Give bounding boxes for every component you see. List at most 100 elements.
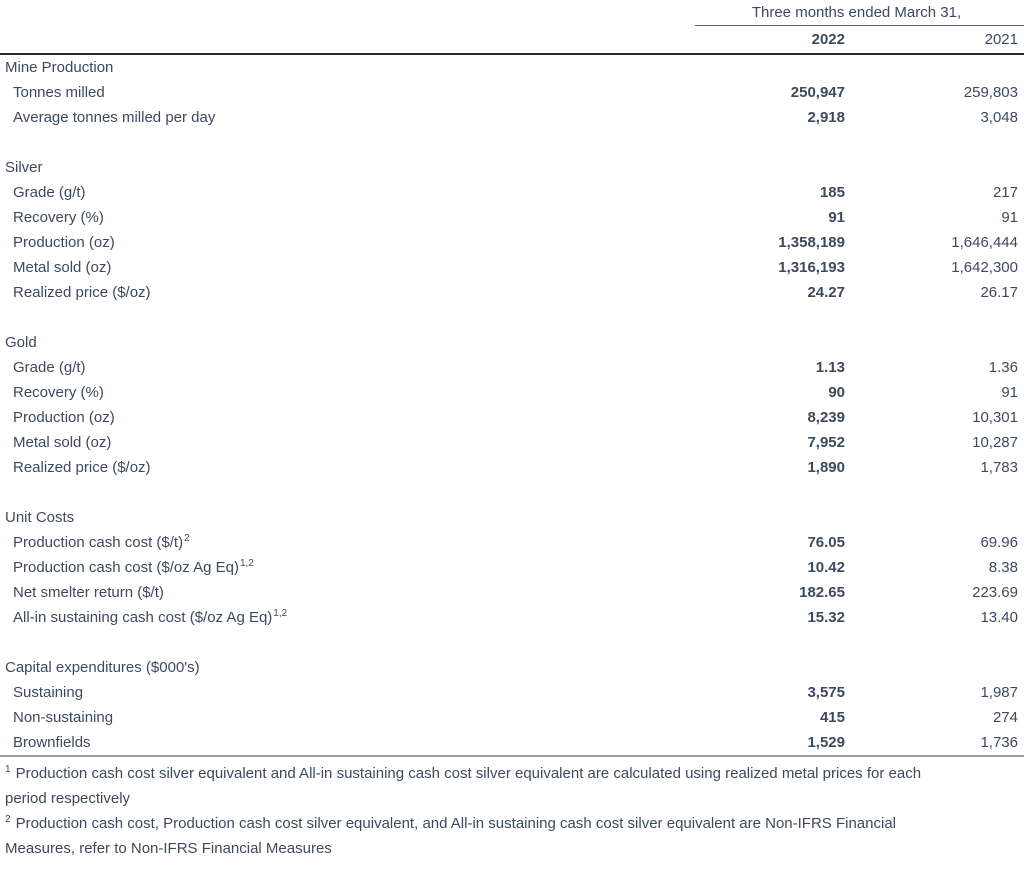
table-row: Production (oz) 8,239 10,301 xyxy=(0,405,1024,430)
row-label: Metal sold (oz) xyxy=(13,259,112,276)
table-row: Production cash cost ($/t)2 76.05 69.96 xyxy=(0,530,1024,555)
value-2021: 274 xyxy=(992,709,1018,726)
value-2021: 1,736 xyxy=(980,734,1018,751)
value-2021: 13.40 xyxy=(980,609,1018,626)
footnote-1-text: Production cash cost silver equivalent a… xyxy=(5,765,922,807)
value-2022: 24.27 xyxy=(807,284,845,301)
value-2021: 10,301 xyxy=(972,409,1018,426)
table-row: Average tonnes milled per day 2,918 3,048 xyxy=(0,105,1024,130)
table-row: Realized price ($/oz) 24.27 26.17 xyxy=(0,280,1024,305)
row-label: Production (oz) xyxy=(13,409,115,426)
section-title: Unit Costs xyxy=(5,509,75,526)
value-2022: 90 xyxy=(828,384,845,401)
value-2021: 69.96 xyxy=(980,534,1018,551)
value-2022: 15.32 xyxy=(807,609,845,626)
section-gap xyxy=(0,480,1024,505)
header-divider-rule xyxy=(0,53,1024,55)
row-label: Production cash cost ($/t)2 xyxy=(13,533,190,552)
table-row: Metal sold (oz) 1,316,193 1,642,300 xyxy=(0,255,1024,280)
row-label: Average tonnes milled per day xyxy=(13,109,216,126)
section-title-row: Gold xyxy=(0,330,1024,355)
value-2022: 250,947 xyxy=(790,84,845,101)
section-title-row: Unit Costs xyxy=(0,505,1024,530)
table-row: Recovery (%) 91 91 xyxy=(0,205,1024,230)
section-gap xyxy=(0,305,1024,330)
value-2021: 1,783 xyxy=(980,459,1018,476)
value-2021: 223.69 xyxy=(972,584,1018,601)
table-body: Mine Production Tonnes milled 250,947 259,8… xyxy=(0,55,1024,755)
value-2022: 76.05 xyxy=(807,534,845,551)
section-gap xyxy=(0,130,1024,155)
table-row: Sustaining 3,575 1,987 xyxy=(0,680,1024,705)
row-label: Recovery (%) xyxy=(13,384,104,401)
value-2021: 217 xyxy=(992,184,1018,201)
value-2021: 10,287 xyxy=(972,434,1018,451)
value-2021: 26.17 xyxy=(980,284,1018,301)
section-title-row: Silver xyxy=(0,155,1024,180)
table-row: Tonnes milled 250,947 259,803 xyxy=(0,80,1024,105)
row-label: All-in sustaining cash cost ($/oz Ag Eq)… xyxy=(13,608,288,627)
row-label: Production (oz) xyxy=(13,234,115,251)
table-row: Grade (g/t) 1.13 1.36 xyxy=(0,355,1024,380)
value-2022: 2,918 xyxy=(807,109,845,126)
value-2021: 1.36 xyxy=(988,359,1018,376)
table-row: Production cash cost ($/oz Ag Eq)1,2 10.4… xyxy=(0,555,1024,580)
column-header-2021: 2021 xyxy=(984,31,1018,48)
value-2022: 7,952 xyxy=(807,434,845,451)
value-2021: 1,646,444 xyxy=(951,234,1018,251)
row-label: Realized price ($/oz) xyxy=(13,284,151,301)
section-title: Capital expenditures ($000's) xyxy=(5,659,200,676)
footnote-2-text: Production cash cost, Production cash co… xyxy=(5,815,896,857)
value-2022: 1,316,193 xyxy=(778,259,845,276)
section-title: Gold xyxy=(5,334,37,351)
table-row: All-in sustaining cash cost ($/oz Ag Eq)… xyxy=(0,605,1024,630)
section-title: Mine Production xyxy=(5,59,114,76)
row-label: Recovery (%) xyxy=(13,209,104,226)
table-row: Realized price ($/oz) 1,890 1,783 xyxy=(0,455,1024,480)
value-2021: 1,987 xyxy=(980,684,1018,701)
row-label: Grade (g/t) xyxy=(13,359,86,376)
value-2022: 1,358,189 xyxy=(778,234,845,251)
value-2021: 1,642,300 xyxy=(951,259,1018,276)
row-label: Net smelter return ($/t) xyxy=(13,584,164,601)
footnote-1: 1 Production cash cost silver equivalent … xyxy=(5,761,957,811)
row-label-footnote-marker: 1,2 xyxy=(239,558,254,569)
value-2022: 415 xyxy=(819,709,845,726)
table-header-years-row: 2022 2021 xyxy=(0,26,1024,53)
row-label: Realized price ($/oz) xyxy=(13,459,151,476)
section-title: Silver xyxy=(5,159,43,176)
table-header-period-row: Three months ended March 31, xyxy=(0,0,1024,26)
row-label: Non-sustaining xyxy=(13,709,114,726)
value-2021: 259,803 xyxy=(963,84,1018,101)
table-row: Production (oz) 1,358,189 1,646,444 xyxy=(0,230,1024,255)
value-2022: 10.42 xyxy=(807,559,845,576)
value-2022: 1.13 xyxy=(815,359,845,376)
section-title-row: Mine Production xyxy=(0,55,1024,80)
value-2021: 8.38 xyxy=(988,559,1018,576)
value-2022: 1,890 xyxy=(807,459,845,476)
value-2022: 182.65 xyxy=(799,584,845,601)
footnote-divider-rule xyxy=(0,755,1024,757)
value-2022: 185 xyxy=(819,184,845,201)
row-label: Grade (g/t) xyxy=(13,184,86,201)
footnotes: 1 Production cash cost silver equivalent … xyxy=(0,757,1024,861)
table-row: Recovery (%) 90 91 xyxy=(0,380,1024,405)
row-label: Tonnes milled xyxy=(13,84,105,101)
period-header: Three months ended March 31, xyxy=(695,0,1024,26)
table-row: Brownfields 1,529 1,736 xyxy=(0,730,1024,755)
footnote-2: 2 Production cash cost, Production cash c… xyxy=(5,811,957,861)
row-label: Metal sold (oz) xyxy=(13,434,112,451)
table-row: Non-sustaining 415 274 xyxy=(0,705,1024,730)
table-row: Metal sold (oz) 7,952 10,287 xyxy=(0,430,1024,455)
value-2022: 8,239 xyxy=(807,409,845,426)
row-label-footnote-marker: 2 xyxy=(184,533,190,544)
value-2022: 1,529 xyxy=(807,734,845,751)
footnote-2-marker: 2 xyxy=(5,814,11,825)
section-title-row: Capital expenditures ($000's) xyxy=(0,655,1024,680)
value-2021: 91 xyxy=(1001,209,1018,226)
column-header-2022: 2022 xyxy=(811,31,845,48)
value-2021: 3,048 xyxy=(980,109,1018,126)
row-label: Production cash cost ($/oz Ag Eq)1,2 xyxy=(13,558,254,577)
